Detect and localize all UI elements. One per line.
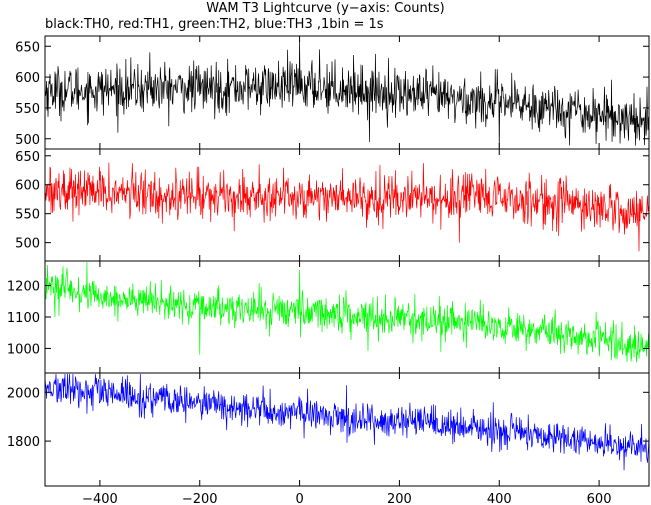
x-tick-label: −400 [82, 492, 118, 505]
x-tick-label: 400 [487, 492, 512, 505]
y-tick-label: 650 [15, 150, 40, 165]
series-line-th2 [44, 261, 650, 363]
x-tick-label: 200 [387, 492, 412, 505]
y-tick-label: 600 [15, 179, 40, 194]
y-tick-label: 500 [15, 237, 40, 252]
panel-frame-th3 [44, 372, 650, 487]
series-line-th0 [44, 40, 650, 149]
y-tick-label: 1200 [7, 280, 40, 295]
y-tick-label: 550 [15, 102, 40, 117]
x-tick-label: −200 [182, 492, 218, 505]
series-line-th1 [44, 162, 650, 252]
x-tick-label: 0 [295, 492, 303, 505]
y-tick-label: 500 [15, 133, 40, 148]
y-tick-label: 2000 [7, 386, 40, 401]
y-tick-label: 1100 [7, 311, 40, 326]
chart-subtitle: black:TH0, red:TH1, green:TH2, blue:TH3 … [45, 17, 384, 32]
y-tick-label: 550 [15, 208, 40, 223]
y-tick-label: 1800 [7, 435, 40, 450]
y-tick-label: 650 [15, 40, 40, 55]
y-tick-label: 1000 [7, 342, 40, 357]
series-line-th3 [44, 373, 650, 471]
x-tick-label: 600 [587, 492, 612, 505]
y-tick-label: 600 [15, 71, 40, 86]
chart-title: WAM T3 Lightcurve (y−axis: Counts) [206, 1, 445, 16]
